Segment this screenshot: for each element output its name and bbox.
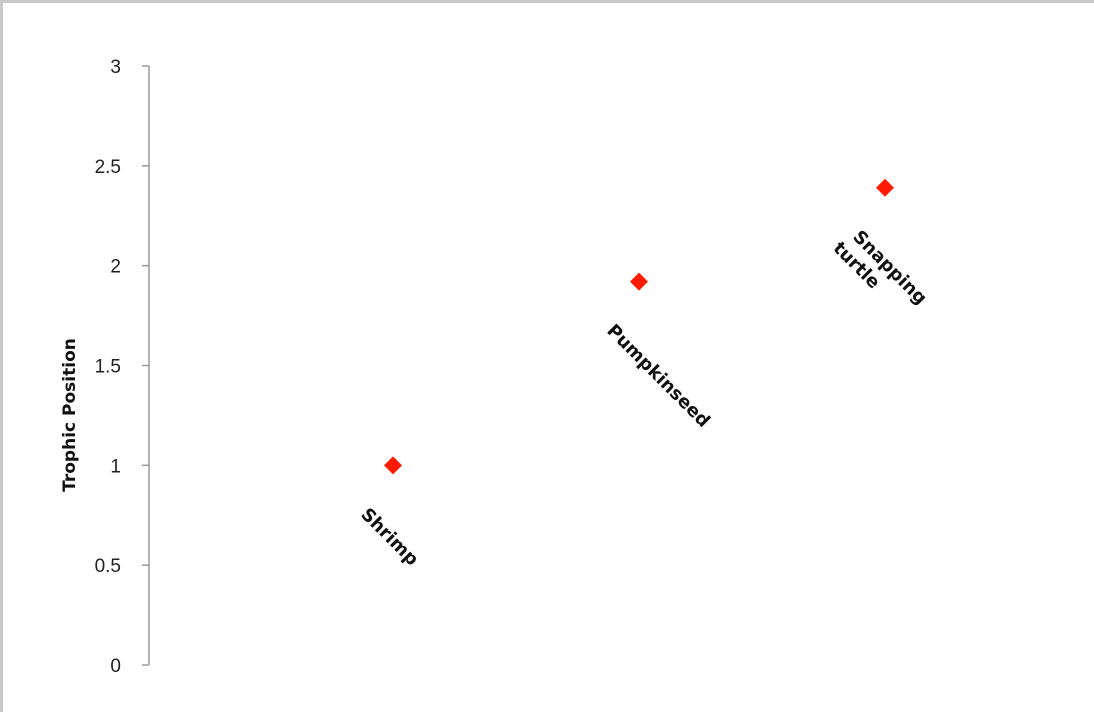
data-point-marker: [384, 456, 402, 475]
y-axis: 0 0.5 1 1.5 2 2.5 3: [95, 57, 150, 677]
y-tick-label: 0.5: [95, 556, 121, 577]
data-point-marker: [876, 178, 894, 197]
data-point-label: Shrimp: [356, 504, 422, 570]
data-points: Shrimp Pumpkinseed Snappingturtle: [356, 178, 931, 570]
scatter-chart: 0 0.5 1 1.5 2 2.5 3 Shrimp Pumpkinseed Snappingt…: [60, 57, 931, 677]
y-axis-title: Trophic Position: [60, 338, 80, 492]
data-point-marker: [630, 272, 648, 291]
y-tick-label: 2: [110, 257, 121, 278]
y-tick-label: 2.5: [95, 157, 121, 178]
data-point-label: Pumpkinseed: [602, 320, 713, 431]
y-tick-label: 0: [110, 656, 121, 677]
y-tick-label: 3: [110, 57, 121, 78]
data-point-label: Snappingturtle: [829, 222, 931, 324]
y-tick-label: 1: [110, 456, 121, 477]
y-tick-label: 1.5: [95, 357, 121, 378]
